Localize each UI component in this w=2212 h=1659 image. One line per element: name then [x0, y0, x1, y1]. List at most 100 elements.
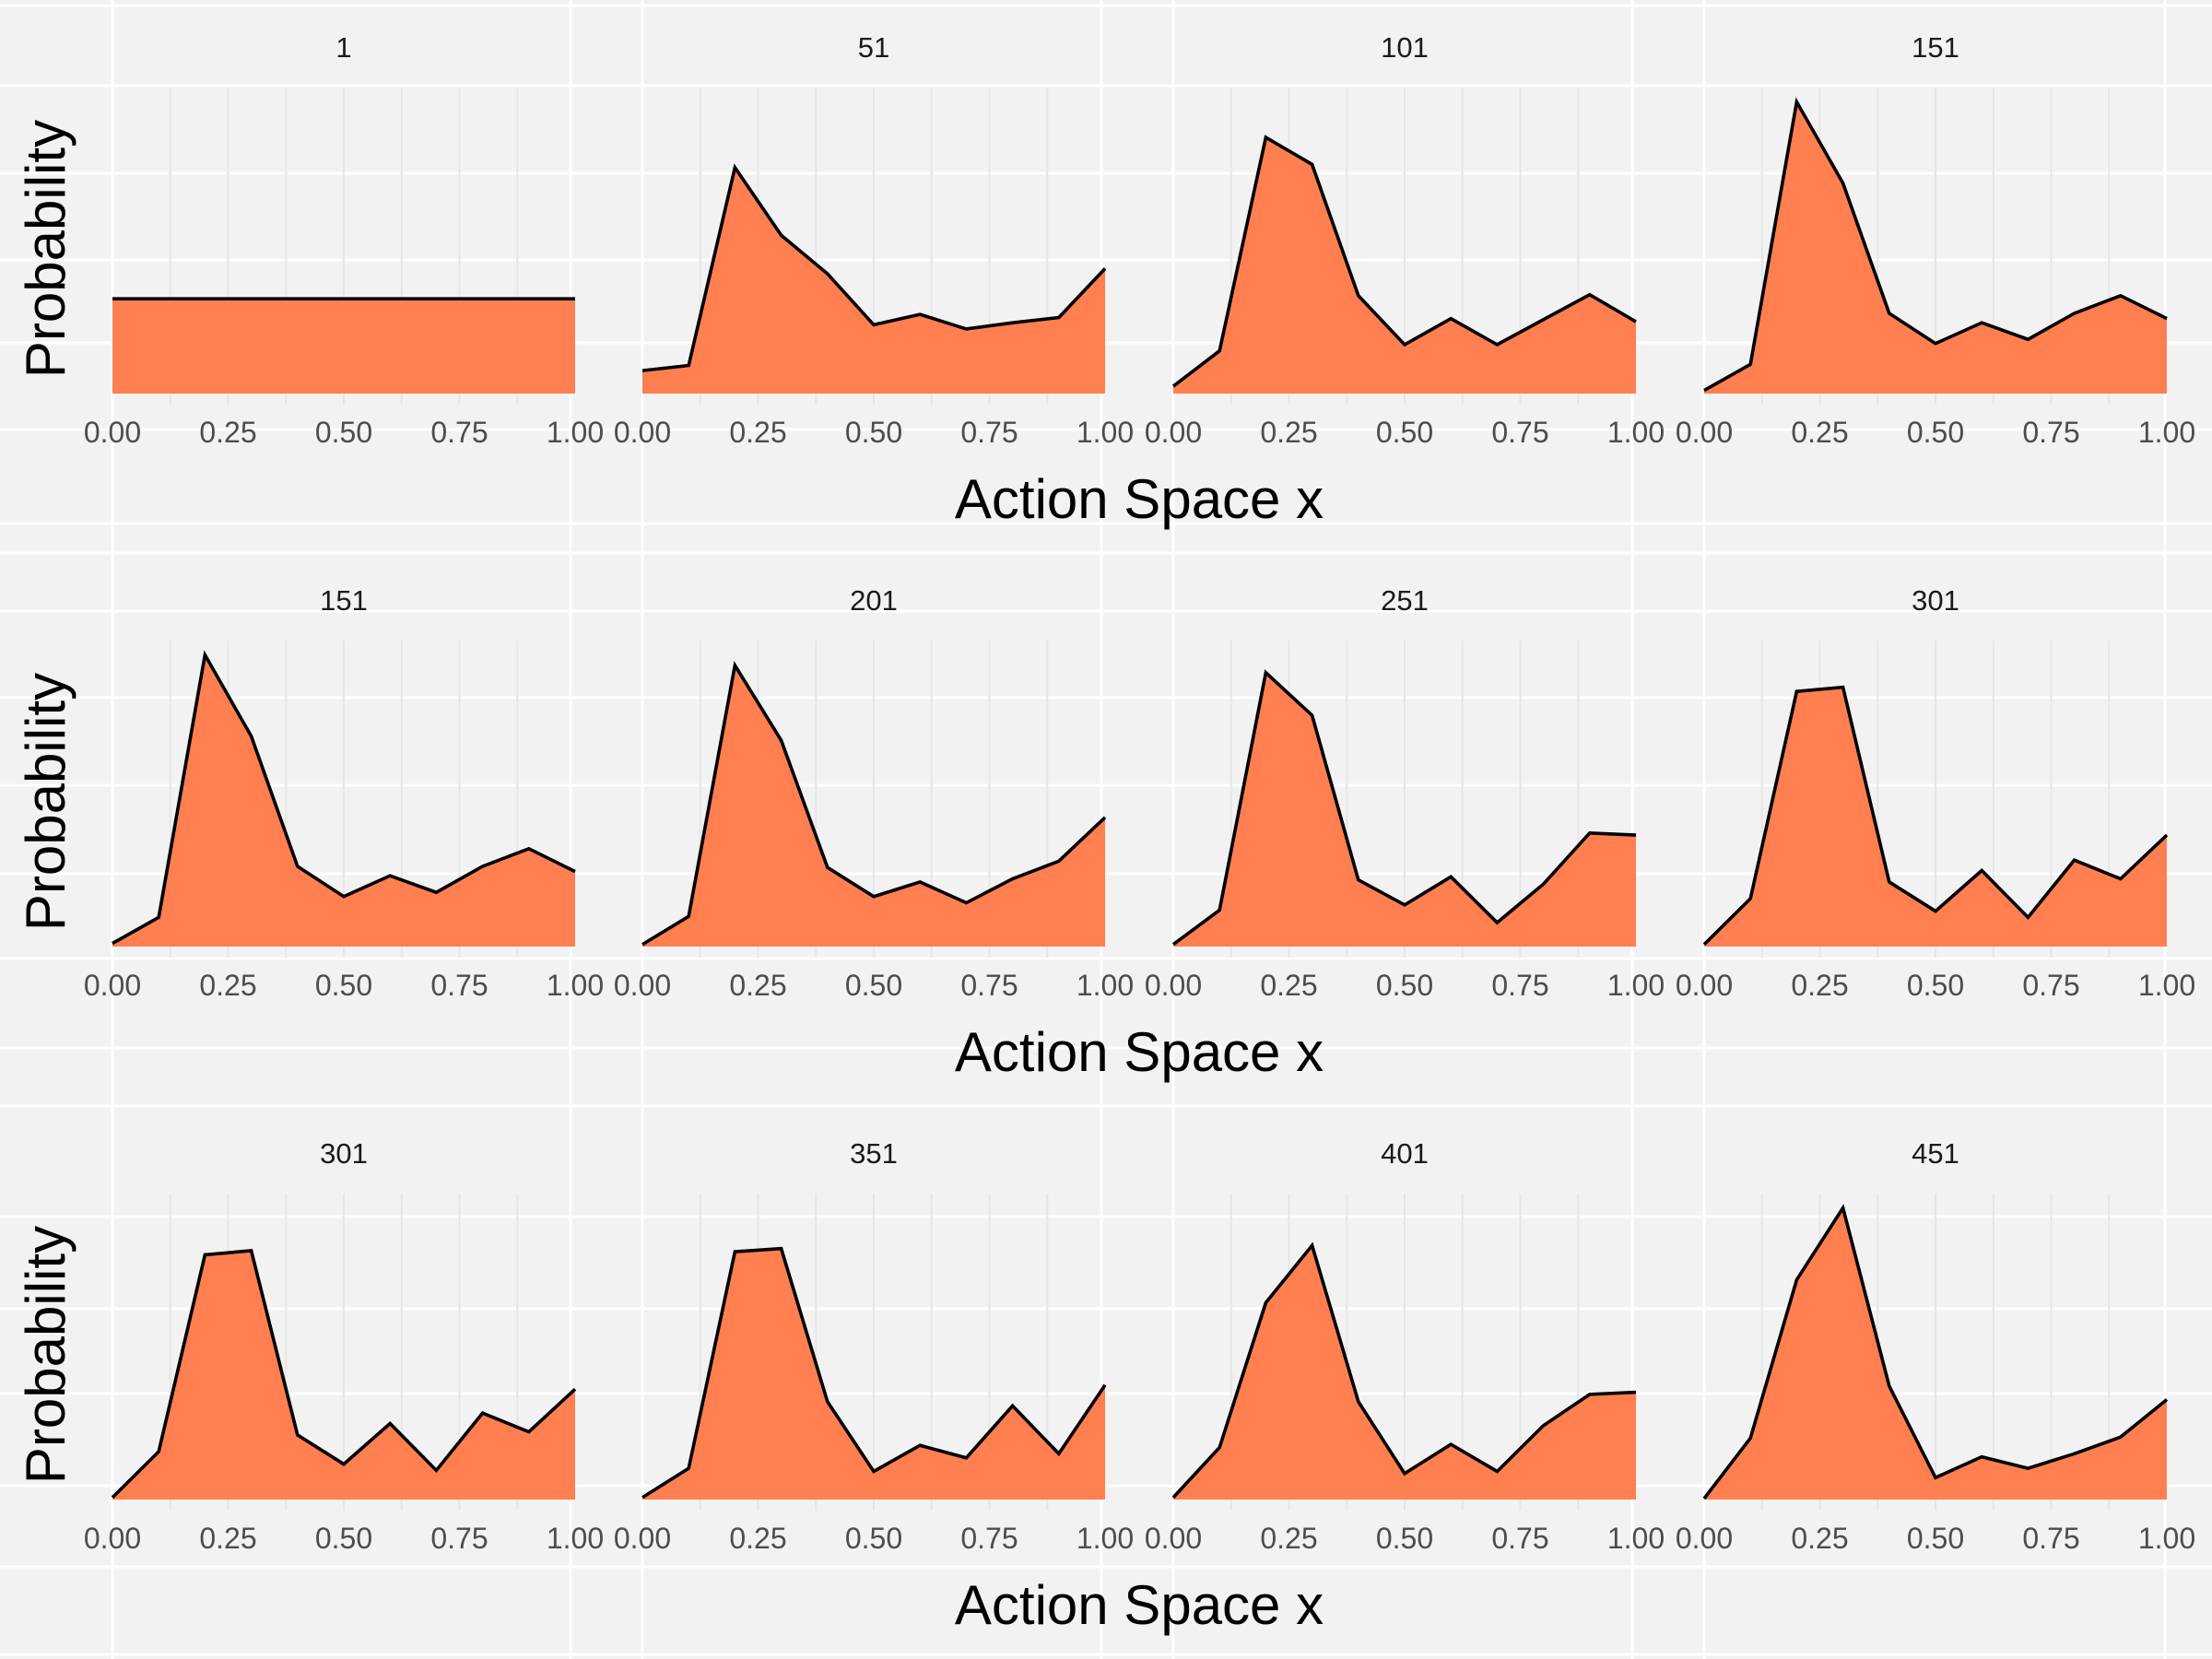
area-fill [1704, 1207, 2167, 1500]
area-fill [1173, 672, 1636, 947]
x-tick-label: 0.25 [729, 969, 786, 1002]
x-tick-label: 0.50 [315, 1522, 372, 1555]
x-tick-label: 0.25 [1260, 969, 1317, 1002]
x-tick-label: 0.75 [2022, 416, 2079, 449]
x-tick-label: 0.00 [1145, 969, 1202, 1002]
area-fill [642, 167, 1105, 394]
x-tick-label: 0.25 [729, 1522, 786, 1555]
x-tick-label: 0.25 [199, 969, 256, 1002]
series-line [1702, 1204, 2169, 1500]
x-tick-label: 1.00 [547, 1522, 604, 1555]
x-tick-label: 0.25 [199, 1522, 256, 1555]
panel-title: 401 [1381, 1137, 1429, 1170]
x-tick-label: 1.00 [1077, 1522, 1134, 1555]
series-line [641, 660, 1107, 947]
x-tick-label: 0.50 [845, 1522, 902, 1555]
x-tick-label: 0.25 [729, 416, 786, 449]
panel-title: 251 [1381, 584, 1429, 617]
x-tick-label: 0.75 [430, 969, 488, 1002]
x-tick-label: 1.00 [547, 416, 604, 449]
x-tick-label: 0.75 [960, 416, 1018, 449]
x-tick-label: 0.25 [1791, 416, 1848, 449]
x-tick-label: 0.00 [614, 416, 671, 449]
series-line [641, 163, 1107, 372]
x-tick-label: 0.50 [845, 416, 902, 449]
y-axis-title: Probability [15, 1226, 76, 1484]
area-fill [112, 1250, 575, 1500]
panel-title: 101 [1381, 31, 1429, 64]
x-tick-label: 0.75 [2022, 969, 2079, 1002]
x-tick-label: 0.25 [1791, 1522, 1848, 1555]
x-axis-title: Action Space x [955, 468, 1324, 530]
x-tick-label: 1.00 [2138, 1522, 2195, 1555]
x-tick-label: 1.00 [1607, 969, 1665, 1002]
panel-title: 301 [320, 1137, 368, 1170]
x-tick-label: 0.50 [315, 969, 372, 1002]
x-tick-label: 0.00 [614, 1522, 671, 1555]
series-line [1171, 1241, 1637, 1499]
x-tick-label: 0.00 [1676, 416, 1733, 449]
series-line [111, 1248, 577, 1500]
x-tick-label: 0.50 [315, 416, 372, 449]
x-tick-label: 0.50 [845, 969, 902, 1002]
x-tick-label: 0.75 [430, 1522, 488, 1555]
panel-title: 151 [320, 584, 368, 617]
x-tick-label: 1.00 [1077, 416, 1134, 449]
area-fill [1173, 1245, 1636, 1500]
x-tick-label: 1.00 [2138, 416, 2195, 449]
x-axis-title: Action Space x [955, 1021, 1324, 1083]
x-tick-label: 0.50 [1907, 969, 1964, 1002]
x-tick-label: 1.00 [1077, 969, 1134, 1002]
x-tick-label: 1.00 [1607, 416, 1665, 449]
x-tick-label: 0.00 [84, 969, 141, 1002]
x-tick-label: 1.00 [1607, 1522, 1665, 1555]
area-fill [642, 665, 1105, 947]
x-tick-label: 0.75 [1491, 416, 1548, 449]
x-tick-label: 0.50 [1376, 1522, 1433, 1555]
series-line [1171, 669, 1637, 947]
series-line [1702, 685, 2169, 947]
x-tick-label: 0.50 [1907, 1522, 1964, 1555]
x-tick-label: 1.00 [2138, 969, 2195, 1002]
x-tick-label: 0.50 [1376, 969, 1433, 1002]
x-tick-label: 0.25 [1791, 969, 1848, 1002]
x-tick-label: 0.00 [84, 1522, 141, 1555]
x-tick-label: 0.75 [960, 1522, 1018, 1555]
x-tick-label: 0.00 [1676, 1522, 1733, 1555]
x-axis-title: Action Space x [955, 1574, 1324, 1636]
x-tick-label: 0.50 [1376, 416, 1433, 449]
x-tick-label: 0.75 [1491, 1522, 1548, 1555]
panel-title: 351 [850, 1137, 898, 1170]
area-fill [1173, 137, 1636, 394]
x-tick-label: 0.25 [1260, 416, 1317, 449]
series-line [1703, 97, 2168, 393]
y-axis-title: Probability [15, 120, 76, 378]
x-tick-label: 0.75 [960, 969, 1018, 1002]
x-tick-label: 0.25 [1260, 1522, 1317, 1555]
panel-title: 151 [1912, 31, 1959, 64]
panel-title: 201 [850, 584, 898, 617]
panel-title: 301 [1912, 584, 1959, 617]
x-tick-label: 0.25 [199, 416, 256, 449]
x-tick-label: 0.75 [1491, 969, 1548, 1002]
area-fill [112, 654, 575, 947]
panel-title: 1 [335, 31, 351, 64]
x-tick-label: 1.00 [547, 969, 604, 1002]
x-tick-label: 0.75 [2022, 1522, 2079, 1555]
area-fill [642, 1248, 1105, 1500]
x-tick-label: 0.50 [1907, 416, 1964, 449]
x-tick-label: 0.00 [84, 416, 141, 449]
series-line [641, 1246, 1107, 1500]
x-tick-label: 0.00 [1145, 416, 1202, 449]
series-line [1171, 135, 1637, 388]
panel-title: 451 [1912, 1137, 1959, 1170]
x-tick-label: 0.75 [430, 416, 488, 449]
x-tick-label: 0.00 [1676, 969, 1733, 1002]
x-tick-label: 0.00 [1145, 1522, 1202, 1555]
series-line [112, 650, 576, 946]
x-tick-label: 0.00 [614, 969, 671, 1002]
y-axis-title: Probability [15, 673, 76, 931]
area-fill [1704, 101, 2167, 394]
